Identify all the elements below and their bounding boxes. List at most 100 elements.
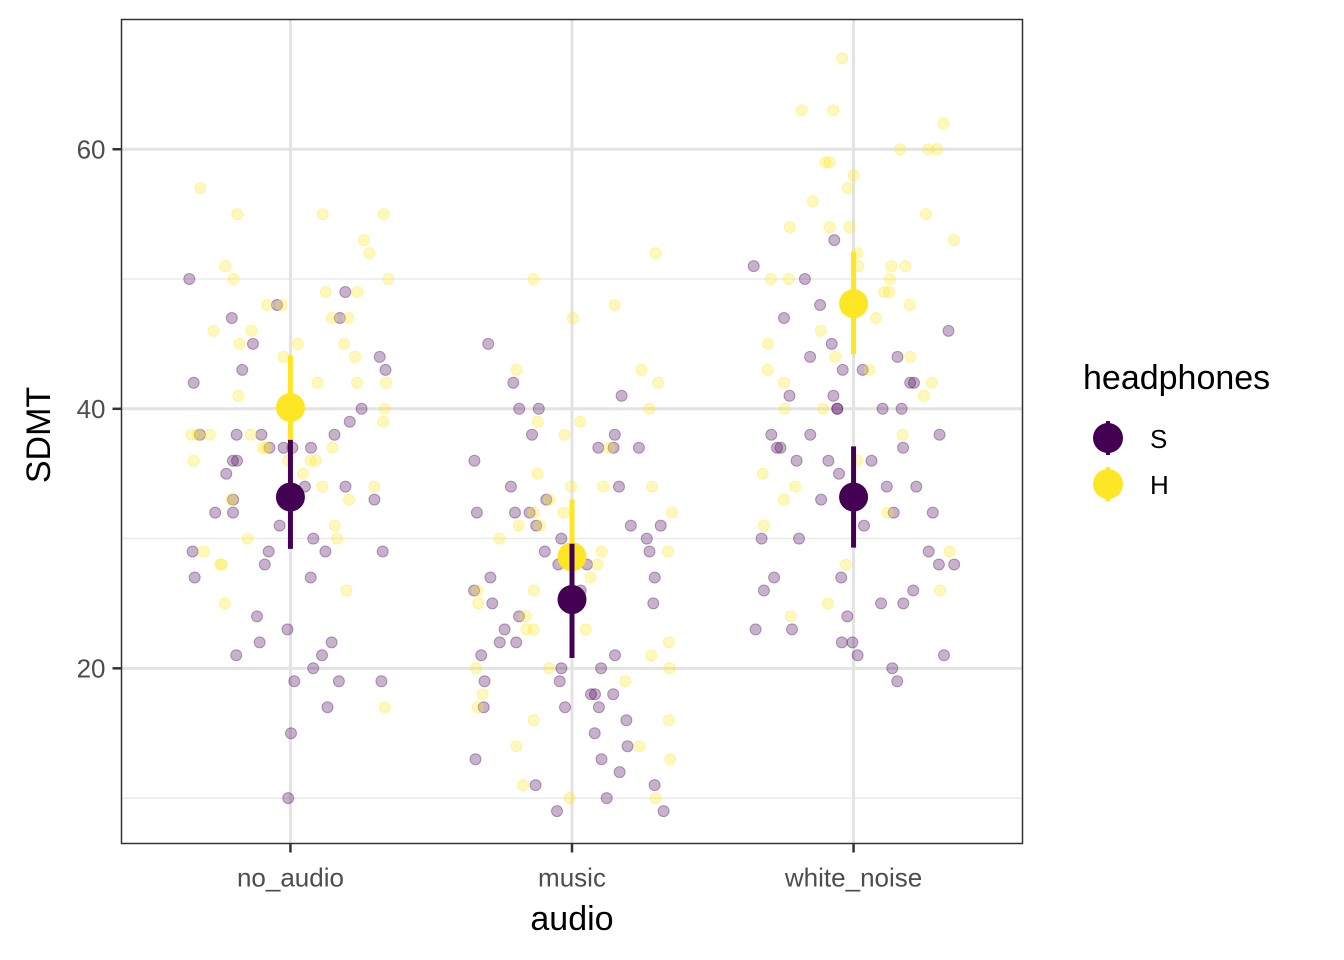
data-point-s	[507, 376, 520, 389]
x-axis-title: audio	[530, 900, 613, 938]
data-point-s	[316, 649, 328, 662]
data-point-h	[241, 532, 254, 545]
data-point-h	[338, 337, 351, 350]
data-point-h	[261, 299, 274, 311]
data-point-s	[865, 454, 878, 467]
data-point-s	[846, 636, 859, 649]
data-point-h	[215, 558, 228, 571]
data-point-s	[621, 740, 634, 753]
data-point-s	[774, 441, 787, 454]
data-point-h	[757, 519, 770, 532]
data-point-h	[819, 156, 832, 169]
data-point-s	[833, 467, 845, 480]
data-point-h	[363, 247, 376, 260]
data-point-s	[343, 415, 356, 428]
data-point-s	[307, 662, 320, 675]
data-point-h	[519, 610, 532, 623]
summary-layer	[275, 251, 869, 658]
data-point-h	[652, 376, 665, 389]
data-point-h	[219, 260, 232, 273]
data-point-h	[563, 792, 576, 805]
data-point-h	[227, 273, 240, 285]
data-point-h	[316, 480, 329, 493]
data-point-h	[922, 143, 935, 156]
data-point-h	[326, 441, 339, 454]
data-point-s	[475, 649, 488, 662]
data-point-s	[647, 597, 660, 610]
data-point-h	[378, 402, 391, 415]
data-point-s	[271, 299, 283, 311]
data-point-s	[355, 402, 368, 415]
data-point-h	[934, 584, 947, 597]
data-point-s	[226, 454, 239, 467]
data-point-h	[664, 753, 677, 766]
axis-layer: 20 40 60 no_audio music white_noise	[77, 134, 923, 892]
data-point-s	[263, 441, 276, 454]
data-point-s	[486, 597, 499, 610]
data-point-h	[528, 584, 540, 597]
data-point-s	[757, 584, 770, 597]
data-point-h	[883, 273, 896, 285]
data-point-h	[378, 701, 391, 714]
data-point-h	[896, 428, 909, 441]
data-point-h	[297, 467, 309, 480]
data-point-h	[903, 299, 916, 311]
data-point-s	[510, 636, 523, 649]
data-point-h	[185, 428, 198, 441]
data-point-h	[847, 169, 860, 182]
data-point-s	[304, 571, 317, 584]
data-point-h	[471, 584, 484, 597]
data-point-h	[471, 701, 484, 714]
data-point-s	[540, 493, 553, 506]
data-point-s	[778, 312, 790, 324]
data-point-s	[749, 623, 762, 636]
data-point-s	[613, 480, 625, 493]
data-point-s	[771, 441, 783, 454]
data-point-h	[319, 286, 332, 298]
data-point-s	[765, 428, 778, 441]
data-point-h	[584, 571, 597, 584]
data-point-h	[843, 221, 856, 234]
data-point-s	[227, 493, 240, 506]
legend-label-h: H	[1150, 470, 1169, 500]
data-point-s	[640, 532, 653, 545]
data-point-h	[904, 350, 917, 363]
data-point-s	[468, 584, 481, 597]
data-point-h	[591, 558, 604, 571]
legend-key-s	[1093, 421, 1123, 455]
data-point-s	[607, 441, 620, 454]
data-point-h	[380, 376, 392, 389]
data-point-h	[789, 480, 802, 493]
data-point-s	[891, 675, 904, 688]
data-point-s	[585, 688, 597, 701]
data-point-h	[784, 610, 797, 623]
data-point-h	[231, 208, 244, 221]
data-point-s	[368, 493, 381, 506]
data-point-s	[595, 662, 608, 675]
legend-label-s: S	[1150, 424, 1167, 454]
data-point-h	[817, 402, 829, 415]
data-point-h	[325, 312, 338, 324]
data-point-h	[756, 467, 769, 480]
data-point-h	[814, 324, 827, 337]
data-point-s	[880, 480, 893, 493]
data-point-h	[566, 312, 579, 324]
data-point-h	[233, 337, 246, 350]
data-point-h	[476, 688, 489, 701]
data-point-s	[307, 532, 320, 545]
data-point-s	[841, 610, 854, 623]
data-point-h	[382, 273, 395, 285]
data-point-s	[948, 558, 961, 571]
legend-title: headphones	[1083, 359, 1270, 397]
data-point-h	[557, 506, 570, 519]
data-point-s	[831, 402, 844, 415]
data-point-h	[646, 480, 659, 493]
data-point-h	[665, 506, 678, 519]
data-point-s	[530, 519, 543, 532]
data-point-h	[645, 649, 658, 662]
data-point-h	[543, 662, 555, 675]
data-point-h	[531, 415, 544, 428]
data-point-s	[504, 480, 517, 493]
data-point-s	[783, 389, 796, 402]
